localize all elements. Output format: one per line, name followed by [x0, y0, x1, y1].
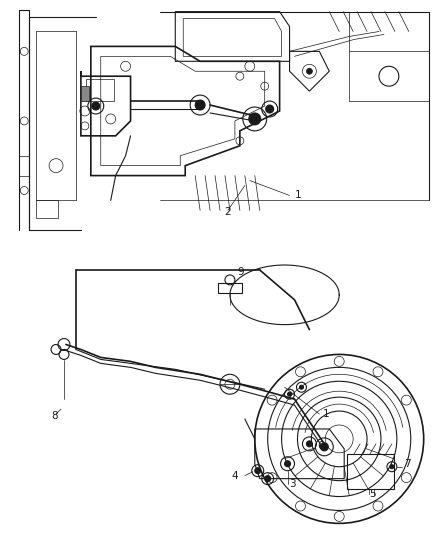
Bar	[86, 79, 114, 101]
Bar	[36, 200, 58, 219]
Text: 1: 1	[322, 409, 329, 419]
Text: 6: 6	[318, 441, 324, 451]
Circle shape	[266, 105, 274, 113]
Text: 4: 4	[232, 471, 239, 481]
Circle shape	[288, 392, 292, 396]
Circle shape	[320, 443, 328, 451]
Text: 9: 9	[237, 267, 244, 277]
Circle shape	[195, 100, 205, 110]
Bar	[81, 86, 89, 101]
Circle shape	[265, 475, 271, 482]
Circle shape	[92, 102, 100, 110]
Circle shape	[300, 385, 304, 389]
Text: 2: 2	[224, 207, 230, 217]
Text: 3: 3	[290, 479, 296, 489]
Circle shape	[307, 441, 312, 447]
Bar	[19, 156, 29, 175]
Bar	[218, 283, 242, 293]
Text: 8: 8	[51, 411, 58, 421]
Circle shape	[390, 465, 394, 469]
Circle shape	[285, 461, 290, 467]
Text: 5: 5	[369, 489, 376, 498]
Text: 1: 1	[294, 190, 301, 200]
Circle shape	[255, 468, 261, 474]
Circle shape	[307, 68, 312, 74]
Circle shape	[249, 113, 261, 125]
Text: 7: 7	[404, 459, 410, 469]
Bar	[1, 228, 437, 266]
